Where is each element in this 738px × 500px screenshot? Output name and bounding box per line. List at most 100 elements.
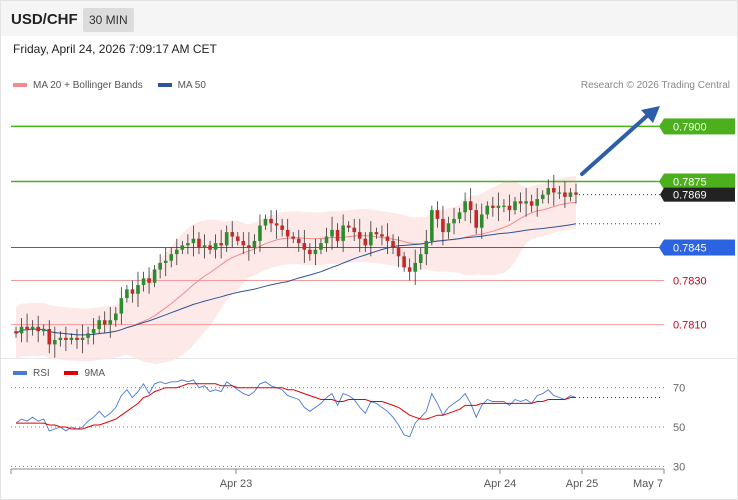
candle-body bbox=[158, 262, 162, 270]
symbol-label: USD/CHF bbox=[11, 11, 78, 28]
candle-body bbox=[346, 225, 351, 228]
candle-body bbox=[86, 333, 90, 338]
candle-body bbox=[518, 201, 523, 204]
candle-body bbox=[529, 201, 534, 206]
candle-body bbox=[58, 337, 63, 340]
candle-body bbox=[247, 245, 251, 248]
candle-body bbox=[30, 326, 35, 329]
candle-body bbox=[114, 313, 118, 321]
candle-body bbox=[507, 205, 512, 211]
candle-body bbox=[69, 337, 74, 340]
candle-body bbox=[252, 240, 257, 248]
candle-body bbox=[546, 188, 551, 195]
candle-body bbox=[468, 201, 473, 211]
candle-body bbox=[479, 214, 484, 228]
candle-body bbox=[391, 240, 395, 248]
candle-body bbox=[202, 245, 207, 248]
rsi-9ma-line bbox=[16, 383, 576, 430]
level-tag bbox=[664, 239, 735, 256]
candle-body bbox=[25, 326, 29, 329]
candle-body bbox=[180, 245, 185, 250]
level-label: 0.7810 bbox=[673, 320, 707, 332]
candle-body bbox=[291, 236, 296, 239]
candle-body bbox=[568, 192, 573, 197]
last-price-tag bbox=[664, 187, 735, 202]
candle-body bbox=[197, 238, 201, 248]
candle-body bbox=[258, 225, 262, 241]
timestamp: Friday, April 24, 2026 7:09:17 AM CET bbox=[13, 42, 217, 56]
rsi-legend: RSI 9MA bbox=[13, 368, 117, 379]
candle-body bbox=[313, 249, 318, 255]
candle-body bbox=[186, 243, 190, 246]
candle-body bbox=[374, 232, 379, 235]
candle-body bbox=[53, 340, 57, 345]
candle-body bbox=[130, 289, 135, 294]
candle-body bbox=[163, 260, 168, 263]
candle-body bbox=[502, 205, 506, 207]
level-tag bbox=[664, 173, 735, 190]
rsi-line bbox=[15, 379, 577, 438]
candle-body bbox=[446, 223, 451, 233]
candle-body bbox=[369, 232, 373, 246]
candle-body bbox=[424, 240, 429, 255]
candle-body bbox=[535, 199, 539, 206]
credit-text: Research © 2026 Trading Central bbox=[580, 80, 730, 91]
chart-header: USD/CHF 30 MIN bbox=[1, 1, 737, 36]
candle-body bbox=[441, 218, 445, 233]
level-label: 0.7900 bbox=[673, 121, 707, 133]
candle-body bbox=[47, 328, 52, 345]
candle-body bbox=[413, 262, 418, 272]
candle-body bbox=[457, 212, 462, 219]
candle-body bbox=[357, 232, 362, 239]
last-price-label: 0.7869 bbox=[673, 190, 707, 202]
level-tag-pointer bbox=[659, 239, 664, 256]
candle-body bbox=[513, 201, 517, 211]
candle-body bbox=[324, 236, 329, 244]
candle-body bbox=[402, 256, 406, 268]
candle-body bbox=[41, 328, 46, 332]
target-arrow-shaft bbox=[580, 113, 650, 176]
candle-body bbox=[152, 269, 157, 283]
level-label: 0.7875 bbox=[673, 176, 707, 188]
x-tick-label: May 7 bbox=[633, 478, 663, 490]
candle-body bbox=[191, 238, 196, 244]
candle-body bbox=[19, 326, 24, 334]
candle-body bbox=[308, 249, 312, 255]
legend-item-rsi: RSI bbox=[13, 368, 50, 379]
candle-body bbox=[485, 205, 490, 215]
rsi-tick-label: 70 bbox=[673, 383, 685, 395]
candle-body bbox=[269, 218, 273, 224]
level-tag bbox=[664, 118, 735, 135]
candle-body bbox=[496, 205, 501, 208]
candle-body bbox=[219, 243, 223, 246]
candle-body bbox=[341, 225, 345, 241]
candle-body bbox=[285, 229, 290, 237]
candle-body bbox=[91, 328, 96, 334]
candle-body bbox=[97, 320, 101, 329]
candle-body bbox=[435, 210, 440, 219]
candle-body bbox=[141, 278, 146, 285]
candle-body bbox=[540, 194, 545, 200]
x-tick-label: Apr 23 bbox=[220, 478, 252, 490]
legend-item-9ma: 9MA bbox=[64, 368, 105, 379]
candle-body bbox=[557, 192, 562, 194]
last-price-pointer bbox=[660, 187, 664, 202]
candle-body bbox=[524, 201, 528, 204]
timeframe-button[interactable]: 30 MIN bbox=[83, 8, 134, 32]
price-legend: MA 20 + Bollinger Bands MA 50 bbox=[13, 80, 218, 91]
candle-body bbox=[75, 337, 79, 340]
candle-body bbox=[574, 192, 578, 195]
candle-body bbox=[396, 247, 401, 257]
candle-body bbox=[296, 238, 301, 244]
candle-body bbox=[263, 218, 268, 226]
candle-body bbox=[319, 243, 323, 250]
candle-body bbox=[352, 227, 357, 233]
rsi-tick-label: 50 bbox=[673, 422, 685, 434]
candle-body bbox=[330, 229, 334, 237]
candle-body bbox=[174, 249, 179, 255]
candle-body bbox=[80, 337, 85, 340]
legend-label: 9MA bbox=[84, 368, 106, 379]
candle-body bbox=[552, 188, 556, 193]
candle-body bbox=[280, 225, 284, 230]
